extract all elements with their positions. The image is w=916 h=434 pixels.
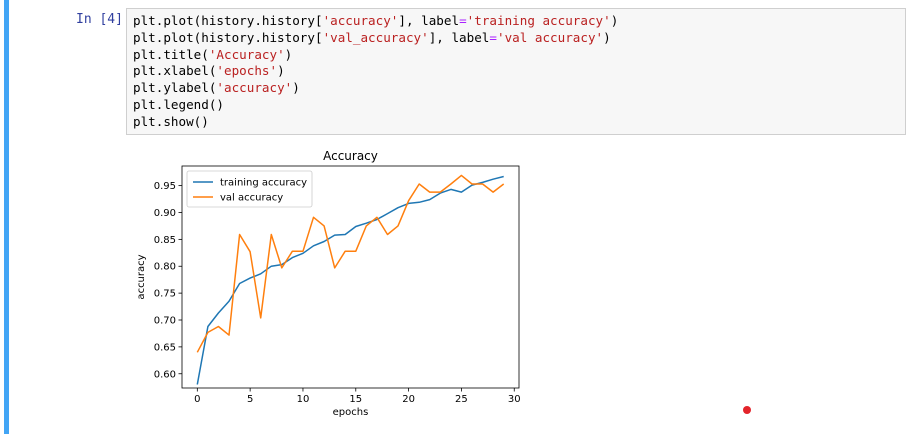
code-token: 'val accuracy' — [496, 29, 604, 45]
accuracy-chart: 0 5 10 15 20 25 30 0.60 0.65 0.70 0.75 0.80 0.85 0.90… — [136, 149, 521, 418]
code-token: 'accuracy' — [322, 13, 399, 28]
y-tick-label: 0.70 — [154, 316, 176, 327]
recording-indicator-dot — [743, 406, 751, 414]
code-token: plt.title( — [133, 46, 209, 62]
code-token: ) — [603, 29, 611, 45]
code-token: plt.xlabel( — [133, 63, 217, 79]
legend-label: training accuracy — [220, 178, 307, 189]
series-line-2 — [196, 174, 505, 353]
y-tick-label: 0.60 — [154, 369, 176, 380]
code-token: ) — [277, 63, 285, 79]
code-token: 'accuracy' — [216, 80, 293, 96]
x-tick-label: 5 — [247, 394, 253, 405]
code-token: plt.plot(history.history[ — [133, 13, 323, 28]
y-tick-label: 0.90 — [154, 208, 176, 219]
y-tick-label: 0.75 — [154, 289, 176, 300]
code-token: 'val_accuracy' — [322, 29, 429, 45]
x-tick-label: 10 — [297, 394, 310, 405]
y-tick-label: 0.85 — [154, 235, 176, 246]
legend-label: val accuracy — [220, 193, 283, 204]
input-prompt: In [4]: — [76, 12, 131, 27]
code-line: plt.legend() — [133, 97, 905, 114]
code-token: 'Accuracy' — [208, 46, 285, 62]
code-line: plt.title('Accuracy') — [133, 47, 905, 64]
code-token: plt.plot(history.history[ — [133, 29, 323, 45]
code-token: ) — [292, 80, 300, 96]
x-tick-label: 15 — [349, 394, 362, 405]
code-token: 'epochs' — [216, 63, 278, 79]
code-line: plt.show() — [133, 114, 905, 131]
code-line: plt.plot(history.history['accuracy'], la… — [133, 13, 905, 30]
y-tick-label: 0.80 — [154, 262, 176, 273]
x-tick-label: 0 — [194, 394, 200, 405]
x-tick-label: 25 — [455, 394, 468, 405]
code-token: ) — [284, 46, 293, 62]
code-token: plt.ylabel( — [133, 80, 217, 96]
y-tick-label: 0.65 — [154, 342, 176, 353]
code-token: ], label — [398, 13, 460, 28]
y-axis-label: accuracy — [136, 254, 147, 299]
x-tick-label: 20 — [402, 394, 415, 405]
code-token: 'training accuracy' — [466, 13, 611, 28]
code-token: = — [459, 13, 467, 28]
plot-frame — [181, 165, 520, 389]
y-tick-label: 0.95 — [154, 181, 176, 192]
code-line: plt.ylabel('accuracy') — [133, 80, 905, 97]
code-token: plt.show() — [133, 113, 209, 129]
code-token: ) — [610, 13, 619, 28]
selected-cell-indicator — [4, 0, 9, 434]
code-token: ], label — [428, 29, 490, 45]
output-area: 0 5 10 15 20 25 30 0.60 0.65 0.70 0.75 0.80 0.85 0.90… — [128, 140, 528, 430]
code-line: plt.xlabel('epochs') — [133, 63, 905, 80]
x-tick-label: 30 — [508, 394, 521, 405]
code-token: plt.legend() — [133, 96, 224, 112]
chart-title: Accuracy — [323, 149, 378, 163]
legend-box — [186, 170, 313, 208]
code-line: plt.plot(history.history['val_accuracy']… — [133, 30, 905, 47]
x-axis-label: epochs — [333, 407, 369, 418]
series-line-1 — [196, 175, 504, 385]
code-input-area[interactable]: plt.plot(history.history['accuracy'], la… — [126, 8, 906, 135]
code-token: = — [489, 29, 497, 45]
